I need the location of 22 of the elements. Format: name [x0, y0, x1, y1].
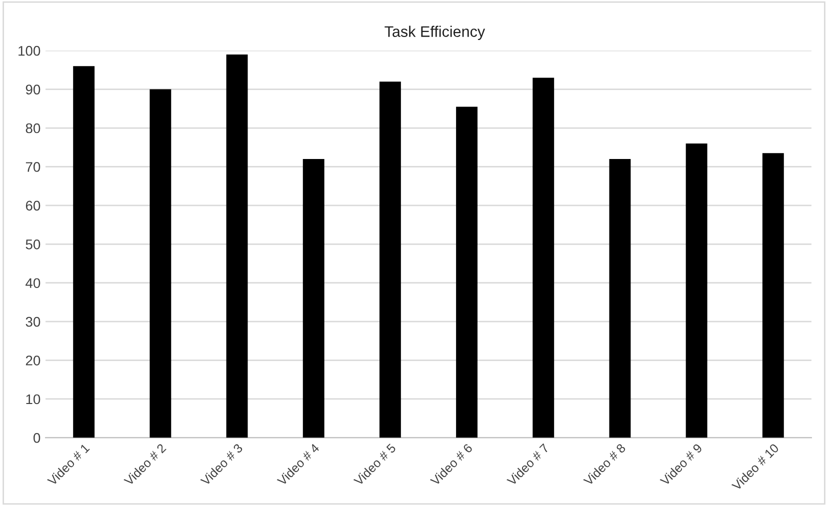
bar [150, 89, 172, 438]
bar [762, 153, 784, 438]
y-tick-label: 90 [26, 84, 40, 94]
y-tick-label: 40 [26, 278, 40, 288]
bar [73, 66, 95, 438]
bar [456, 106, 478, 438]
y-tick-label: 50 [26, 239, 40, 250]
y-tick-label: 80 [26, 123, 40, 134]
bar [532, 78, 554, 438]
y-tick-label: 100 [18, 46, 40, 56]
chart-title: Task Efficiency [384, 26, 486, 40]
y-tick-label: 60 [26, 200, 40, 211]
bar [226, 54, 248, 438]
y-tick-label: 0 [34, 433, 40, 443]
y-tick-label: 10 [26, 394, 40, 404]
bar [609, 158, 631, 438]
y-tick-label: 70 [26, 162, 40, 172]
bar [686, 144, 708, 438]
bar [379, 82, 401, 438]
bar [302, 158, 324, 438]
y-tick-label: 20 [26, 356, 40, 366]
y-tick-label: 30 [26, 316, 40, 327]
